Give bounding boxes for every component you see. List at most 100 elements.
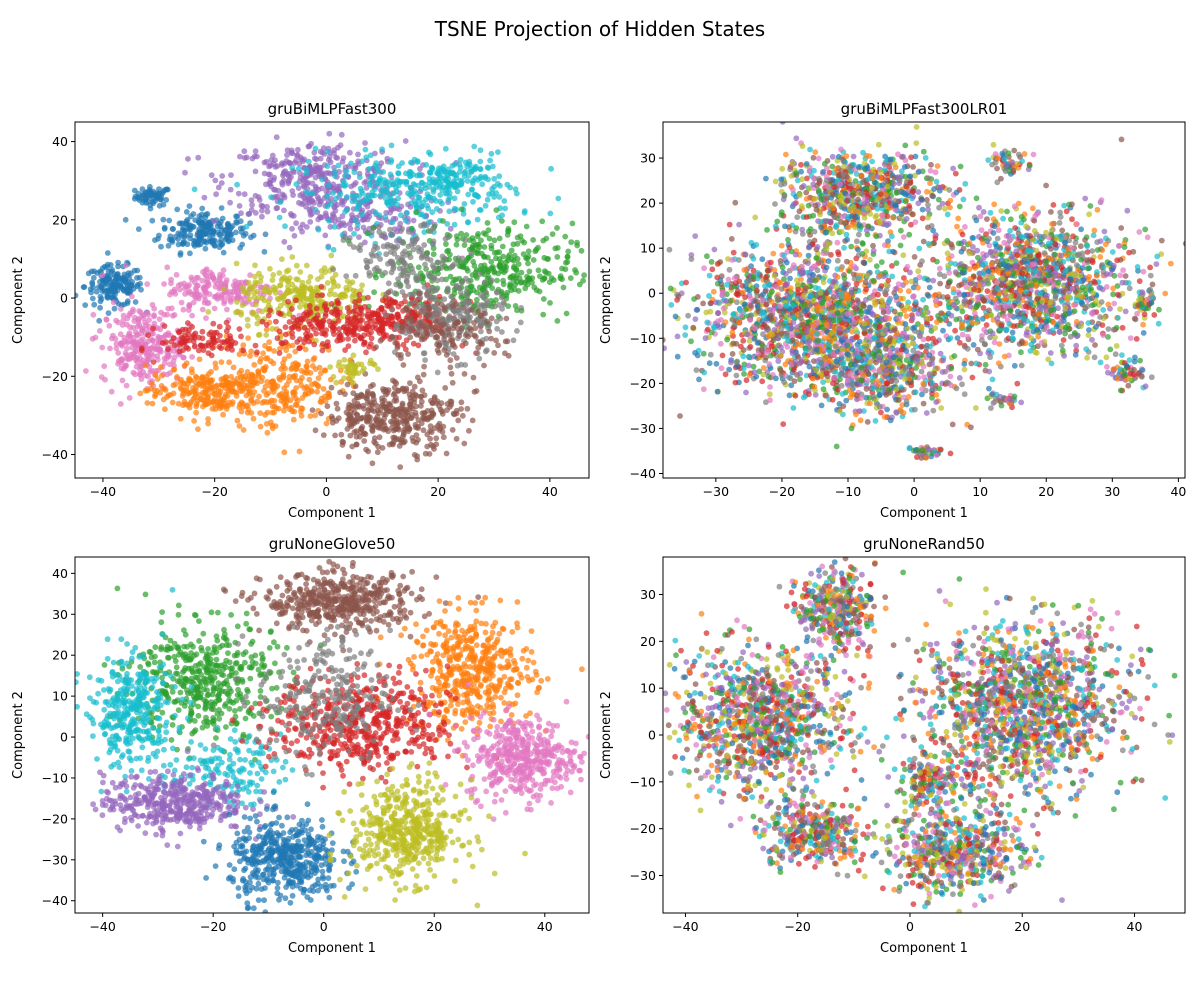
subplot-1-point xyxy=(98,374,105,380)
subplot-1-point xyxy=(418,186,425,193)
subplot-1-point xyxy=(299,279,306,286)
subplot-1-point xyxy=(158,243,164,250)
subplot-1-point xyxy=(432,324,439,330)
subplot-1-point xyxy=(378,160,385,167)
subplot-1-point xyxy=(475,344,482,351)
subplot-1-point xyxy=(390,434,397,441)
subplot-1-point xyxy=(402,346,409,353)
subplot-1-point xyxy=(417,270,424,277)
subplot-1-point xyxy=(145,311,152,318)
subplot-1-point xyxy=(196,226,203,233)
subplot-1-point xyxy=(316,325,322,331)
subplot-1-point xyxy=(333,400,340,407)
subplot-1-point xyxy=(186,302,193,309)
subplot-1-point xyxy=(161,355,168,362)
subplot-1-x-tick-label: −40 xyxy=(90,484,116,499)
subplot-1-point xyxy=(391,384,398,391)
subplot-1-point xyxy=(226,359,233,366)
subplot-2-point xyxy=(817,211,823,218)
subplot-1-point xyxy=(418,398,425,405)
subplot-1-point xyxy=(349,443,356,450)
subplot-1-point xyxy=(424,443,431,450)
subplot-1-point xyxy=(208,352,215,359)
subplot-1-point xyxy=(494,277,500,284)
subplot-1-point xyxy=(394,311,401,318)
subplot-1-point xyxy=(351,230,357,237)
subplot-1-point xyxy=(502,205,508,212)
subplot-1-y-tick-label: 0 xyxy=(60,291,68,306)
subplot-1-point xyxy=(353,428,360,435)
subplot-1-point xyxy=(477,175,484,182)
subplot-1-point xyxy=(164,311,171,318)
subplot-1-point xyxy=(512,186,519,193)
subplot-1-point xyxy=(462,340,469,347)
subplot-1-point xyxy=(574,242,581,249)
subplot-1-point xyxy=(261,398,268,405)
subplot-1-point xyxy=(488,277,495,284)
subplot-1-point xyxy=(458,325,465,332)
subplot-1-point xyxy=(347,225,354,232)
subplot-1-point xyxy=(267,265,273,272)
subplot-2-point xyxy=(855,196,861,203)
subplot-1-point xyxy=(332,320,338,327)
subplot-1-point xyxy=(426,149,432,156)
subplot-1-point xyxy=(328,384,335,391)
subplot-1-point xyxy=(404,252,411,258)
subplot-2-point xyxy=(884,213,891,220)
subplot-1-point xyxy=(142,362,149,369)
subplot-1-point xyxy=(325,182,332,189)
subplot-1-point xyxy=(346,240,353,247)
subplot-1-point xyxy=(244,316,251,323)
subplot-1-point xyxy=(404,210,410,216)
subplot-1-point xyxy=(180,306,187,313)
subplot-1-point xyxy=(146,317,153,323)
subplot-1-point xyxy=(309,363,316,369)
subplot-1-point xyxy=(391,397,398,404)
subplot-1-point xyxy=(470,198,476,205)
subplot-1-point xyxy=(133,363,140,370)
subplot-2-point xyxy=(957,163,964,170)
subplot-1-point xyxy=(559,265,565,272)
subplot-1-point xyxy=(488,258,495,265)
subplot-1-point xyxy=(318,320,325,327)
subplot-1-point xyxy=(168,338,175,345)
subplot-1-point xyxy=(293,297,299,304)
subplot-1-point xyxy=(498,294,505,301)
subplot-1-point xyxy=(396,206,403,213)
subplot-1-point xyxy=(411,383,418,390)
subplot-2-point xyxy=(877,191,884,198)
subplot-1-point xyxy=(474,350,481,357)
subplot-1-point xyxy=(309,407,316,413)
subplot-2-point xyxy=(821,201,828,207)
subplot-1-point xyxy=(499,243,506,250)
subplot-1-point xyxy=(498,268,505,274)
subplot-1-point xyxy=(383,299,390,306)
subplot-1-point xyxy=(367,152,374,159)
subplot-1-point xyxy=(398,439,405,446)
subplot-2-point xyxy=(815,187,822,194)
subplot-1-point xyxy=(258,202,265,209)
subplot-1-point xyxy=(477,166,484,173)
subplot-1-point xyxy=(408,159,414,166)
subplot-1-point xyxy=(196,219,202,226)
subplot-1-point xyxy=(344,305,351,311)
subplot-1-point xyxy=(163,197,170,203)
subplot-1-point xyxy=(170,367,177,373)
subplot-1-point xyxy=(241,191,248,198)
subplot-1-point xyxy=(390,261,397,267)
subplot-1-point xyxy=(279,275,286,282)
subplot-1-point xyxy=(124,300,131,307)
subplot-1-point xyxy=(362,239,368,246)
subplot-1-point xyxy=(430,251,437,258)
subplot-1-point xyxy=(447,364,454,371)
subplot-1-point xyxy=(210,320,217,327)
subplot-1-point xyxy=(464,309,470,316)
subplot-1-point xyxy=(481,310,487,317)
subplot-1-point xyxy=(435,259,441,266)
subplot-2-point xyxy=(901,164,908,170)
subplot-1-point xyxy=(263,332,270,338)
subplot-1-point xyxy=(361,365,367,372)
subplot-1-point xyxy=(416,172,423,179)
subplot-1-point xyxy=(421,284,428,290)
subplot-1-point xyxy=(186,390,193,396)
